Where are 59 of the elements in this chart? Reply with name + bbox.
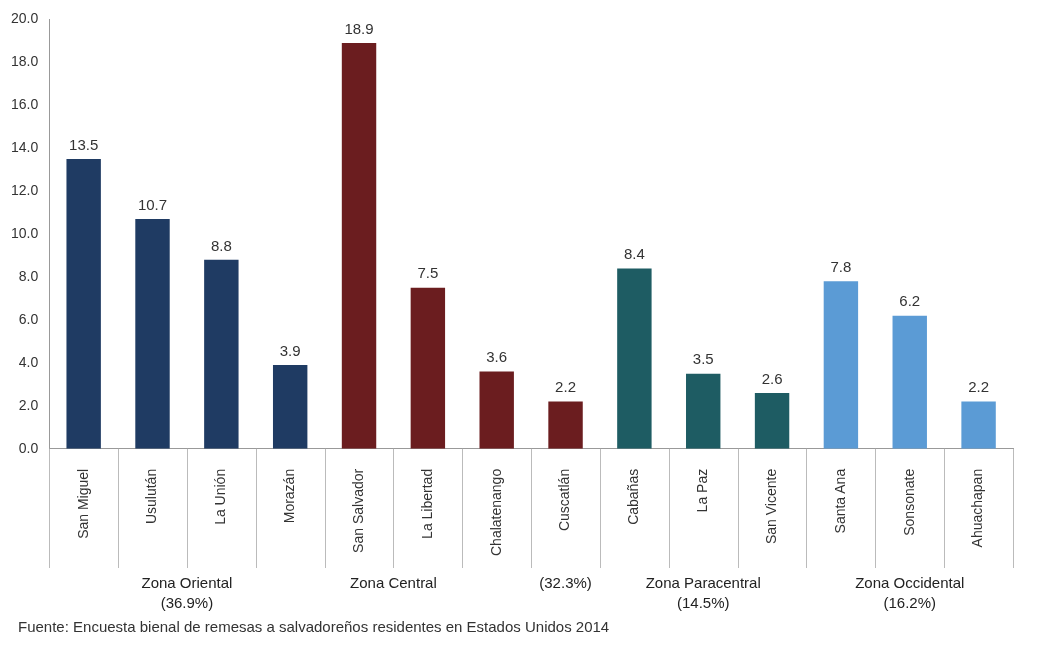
y-tick-label: 0.0 bbox=[18, 439, 39, 456]
bar bbox=[135, 219, 170, 449]
bar bbox=[548, 401, 583, 449]
y-tick-label: 14.0 bbox=[11, 139, 39, 156]
bar bbox=[66, 158, 101, 449]
data-label: 2.2 bbox=[968, 378, 990, 396]
bar bbox=[272, 365, 308, 449]
data-label: 13.5 bbox=[69, 135, 99, 153]
bar bbox=[686, 373, 721, 449]
x-tick-label: Usulután bbox=[143, 468, 160, 525]
x-tick-label: Santa Ana bbox=[831, 468, 848, 534]
data-label: 2.2 bbox=[555, 378, 576, 396]
text: Zona Central bbox=[350, 573, 437, 591]
bar bbox=[410, 287, 446, 449]
text: Zona Paracentral (14.5%) bbox=[645, 573, 761, 611]
y-tick-label: 2.0 bbox=[18, 396, 39, 413]
x-tick-label: Cuscatlán bbox=[556, 468, 573, 532]
bar bbox=[341, 43, 377, 449]
y-tick-label: 4.0 bbox=[18, 353, 39, 370]
text: Zona Occidental (16.2%) bbox=[855, 573, 965, 611]
data-label: 8.8 bbox=[210, 236, 232, 254]
bar bbox=[617, 268, 652, 449]
data-label: 3.5 bbox=[692, 350, 714, 368]
bar bbox=[479, 371, 514, 449]
x-tick-label: La Unión bbox=[212, 468, 229, 525]
x-tick-label: San Miguel bbox=[74, 468, 91, 539]
y-tick-label: 18.0 bbox=[11, 53, 39, 70]
bar bbox=[204, 259, 239, 449]
x-tick-label: Ahuachapan bbox=[969, 468, 986, 548]
y-tick-label: 16.0 bbox=[11, 96, 39, 113]
x-tick-label: San Vicente bbox=[762, 468, 779, 545]
y-tick-label: 12.0 bbox=[11, 182, 39, 199]
x-tick-label: San Salvador bbox=[349, 468, 366, 553]
data-label: 2.6 bbox=[761, 369, 783, 387]
y-tick-label: 10.0 bbox=[11, 224, 39, 241]
bar bbox=[754, 392, 790, 449]
text: Zona Oriental (36.9%) bbox=[141, 573, 233, 611]
x-tick-label: Sonsonate bbox=[900, 468, 917, 536]
bar bbox=[823, 281, 859, 449]
x-tick-label: Cabañas bbox=[625, 468, 642, 525]
y-tick-label: 8.0 bbox=[18, 267, 39, 284]
data-label: 18.9 bbox=[344, 19, 374, 37]
y-tick-label: 20.0 bbox=[11, 10, 39, 27]
bar bbox=[892, 315, 927, 449]
bar bbox=[961, 401, 996, 449]
data-label: 3.6 bbox=[486, 348, 508, 366]
data-label: 7.5 bbox=[417, 264, 439, 282]
x-tick-label: La Paz bbox=[694, 468, 711, 513]
y-tick-label: 6.0 bbox=[18, 310, 39, 327]
x-tick-label: Chalatenango bbox=[487, 468, 504, 556]
data-label: 10.7 bbox=[137, 195, 168, 213]
data-label: 7.8 bbox=[830, 257, 852, 275]
data-label: 6.2 bbox=[899, 292, 921, 310]
source-note: Fuente: Encuesta bienal de remesas a salvadoreños residentes en Estados Unidos 2014 bbox=[18, 618, 611, 635]
data-label: 8.4 bbox=[623, 245, 645, 263]
x-tick-label: Morazán bbox=[281, 468, 298, 524]
x-tick-label: La Libertad bbox=[418, 468, 435, 539]
text: (32.3%) bbox=[539, 573, 592, 591]
data-label: 3.9 bbox=[279, 341, 301, 359]
